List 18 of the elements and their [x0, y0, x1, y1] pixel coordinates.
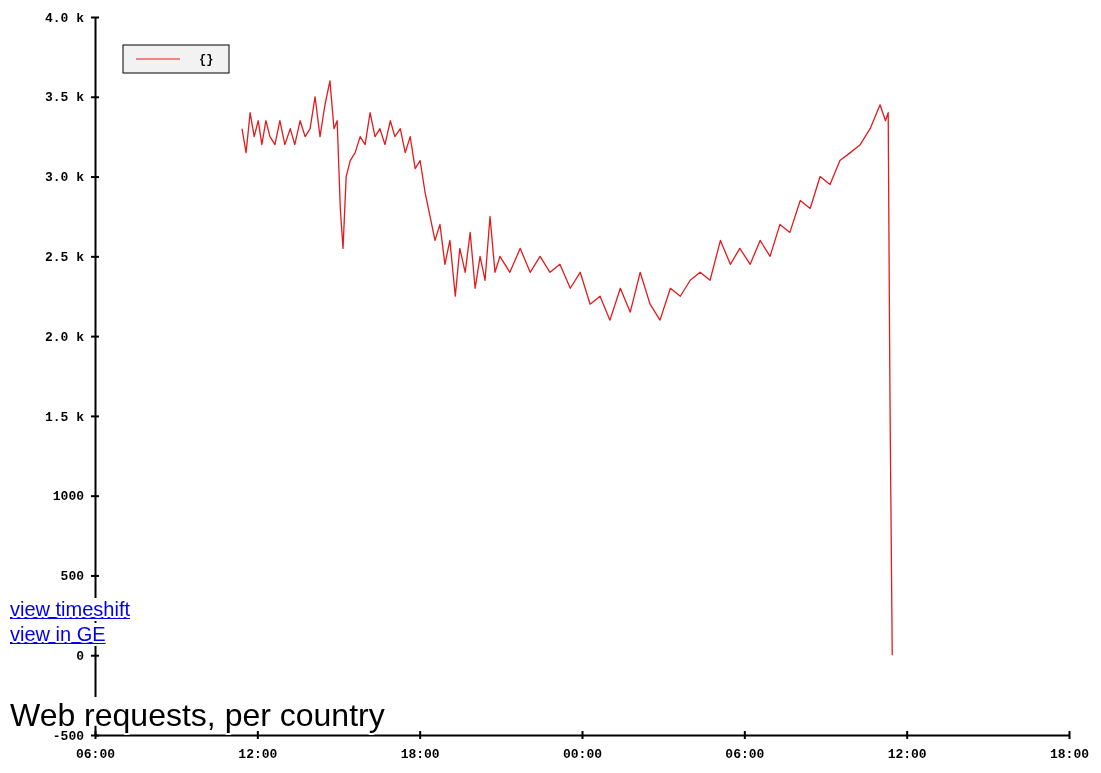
y-tick-label: 3.5 k	[44, 90, 85, 106]
x-tick-label: 06:00	[75, 746, 116, 762]
x-tick-label: 12:00	[887, 746, 927, 762]
x-tick-label: 18:00	[400, 746, 440, 762]
annotation: view timeshift	[10, 598, 131, 620]
y-tick-label: 500	[60, 569, 85, 585]
x-tick-label: 06:00	[725, 746, 765, 762]
y-tick-label: 2.0 k	[44, 329, 85, 345]
y-tick-label: 1000	[52, 489, 85, 505]
y-tick-label: 4.0 k	[44, 10, 85, 26]
x-tick-label: 12:00	[238, 746, 278, 762]
y-tick-label: 1.5 k	[44, 409, 85, 425]
x-tick-label: 00:00	[562, 746, 603, 762]
legend-label: {}	[199, 53, 214, 67]
x-tick-label: 18:00	[1049, 746, 1090, 762]
y-tick-label: 2.5 k	[44, 249, 85, 265]
y-tick-label: 0	[76, 648, 85, 664]
y-tick-label: 3.0 k	[44, 170, 85, 186]
